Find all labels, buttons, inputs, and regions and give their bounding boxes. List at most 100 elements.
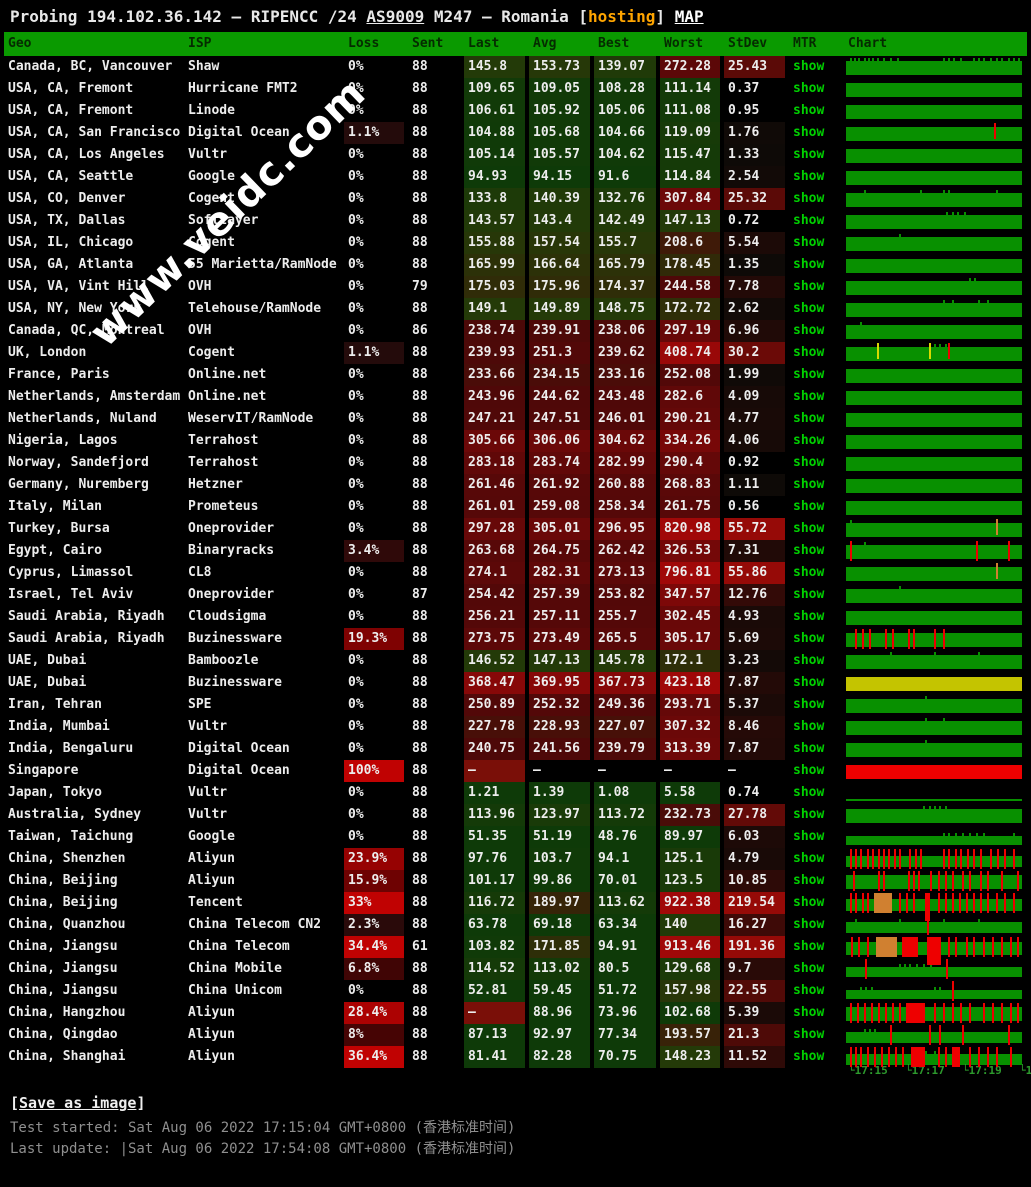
mtr-show-link[interactable]: show bbox=[793, 1027, 825, 1042]
mtr-show-link[interactable]: show bbox=[793, 499, 825, 514]
mtr-show-link[interactable]: show bbox=[793, 785, 825, 800]
mtr-show-link[interactable]: show bbox=[793, 59, 825, 74]
mtr-show-link[interactable]: show bbox=[793, 323, 825, 338]
mtr-show-link[interactable]: show bbox=[793, 741, 825, 756]
mtr-show-link[interactable]: show bbox=[793, 653, 825, 668]
mtr-show-link[interactable]: show bbox=[793, 675, 825, 690]
best-cell: 265.5 bbox=[594, 628, 656, 650]
latency-sparkline bbox=[844, 100, 1027, 122]
stdev-cell: 3.23 bbox=[724, 650, 785, 672]
mtr-show-link[interactable]: show bbox=[793, 697, 825, 712]
loss-tick bbox=[969, 1003, 972, 1023]
mtr-show-link[interactable]: show bbox=[793, 587, 825, 602]
sparkline-bar bbox=[846, 922, 1022, 933]
mtr-show-link[interactable]: show bbox=[793, 1005, 825, 1020]
mtr-show-link[interactable]: show bbox=[793, 81, 825, 96]
latency-sparkline bbox=[844, 760, 1027, 782]
mtr-show-link[interactable]: show bbox=[793, 147, 825, 162]
loss-cell: 23.9% bbox=[344, 848, 404, 870]
asn-link[interactable]: AS9009 bbox=[366, 7, 425, 26]
mtr-show-link[interactable]: show bbox=[793, 169, 825, 184]
mtr-show-link[interactable]: show bbox=[793, 125, 825, 140]
mtr-show-link[interactable]: show bbox=[793, 455, 825, 470]
stdev-cell: 219.54 bbox=[724, 892, 785, 914]
sparkline-bar bbox=[846, 809, 1022, 823]
loss-tick bbox=[962, 871, 965, 891]
isp-cell: Hurricane FMT2 bbox=[188, 81, 298, 96]
mtr-show-link[interactable]: show bbox=[793, 235, 825, 250]
table-row: USA, CA, San Francisco Digital Ocean 1.1% 8… bbox=[4, 122, 1027, 144]
mtr-show-link[interactable]: show bbox=[793, 191, 825, 206]
mtr-show-link[interactable]: show bbox=[793, 257, 825, 272]
mtr-show-link[interactable]: show bbox=[793, 961, 825, 976]
last-cell: 263.68 bbox=[464, 540, 525, 562]
mtr-show-link[interactable]: show bbox=[793, 983, 825, 998]
mtr-show-link[interactable]: show bbox=[793, 873, 825, 888]
mtr-show-link[interactable]: show bbox=[793, 895, 825, 910]
loss-cell: 0% bbox=[348, 785, 364, 800]
sent-cell: 88 bbox=[412, 873, 428, 888]
latency-spike bbox=[978, 919, 980, 922]
stdev-cell: 0.95 bbox=[728, 103, 760, 118]
mtr-show-link[interactable]: show bbox=[793, 103, 825, 118]
latency-spike bbox=[934, 1051, 936, 1054]
latency-sparkline bbox=[844, 540, 1027, 562]
sent-cell: 79 bbox=[412, 279, 428, 294]
mtr-show-link[interactable]: show bbox=[793, 565, 825, 580]
mtr-show-link[interactable]: show bbox=[793, 1049, 825, 1064]
sent-cell: 88 bbox=[412, 147, 428, 162]
mtr-show-link[interactable]: show bbox=[793, 851, 825, 866]
isp-cell: Linode bbox=[188, 103, 235, 118]
sparkline-bar bbox=[846, 743, 1022, 757]
loss-tick bbox=[854, 849, 857, 869]
mtr-show-link[interactable]: show bbox=[793, 521, 825, 536]
table-row: USA, VA, Vint Hill OVH 0% 79 175.03 175.96 174… bbox=[4, 276, 1027, 298]
mtr-show-link[interactable]: show bbox=[793, 367, 825, 382]
geo-cell: Cyprus, Limassol bbox=[8, 565, 134, 580]
latency-spike bbox=[942, 300, 945, 303]
latency-sparkline bbox=[844, 914, 1027, 936]
mtr-show-link[interactable]: show bbox=[793, 763, 825, 778]
worst-cell: 232.73 bbox=[660, 804, 720, 826]
table-row: Saudi Arabia, Riyadh Cloudsigma 0% 88 256.21… bbox=[4, 606, 1027, 628]
mtr-show-link[interactable]: show bbox=[793, 389, 825, 404]
mtr-show-link[interactable]: show bbox=[793, 543, 825, 558]
mtr-show-link[interactable]: show bbox=[793, 609, 825, 624]
map-link[interactable]: MAP bbox=[674, 7, 704, 26]
loss-tick bbox=[979, 893, 982, 913]
last-cell: – bbox=[464, 760, 525, 782]
sent-cell: 88 bbox=[412, 103, 428, 118]
avg-cell: 82.28 bbox=[529, 1046, 590, 1068]
latency-sparkline bbox=[844, 496, 1027, 518]
mtr-show-link[interactable]: show bbox=[793, 279, 825, 294]
sparkline-bar bbox=[846, 856, 1022, 867]
sparkline-bar bbox=[846, 765, 1022, 779]
mtr-show-link[interactable]: show bbox=[793, 807, 825, 822]
mtr-show-link[interactable]: show bbox=[793, 213, 825, 228]
save-as-image-link[interactable]: Save as image bbox=[19, 1094, 137, 1112]
loss-cell: 0% bbox=[348, 609, 364, 624]
mtr-show-link[interactable]: show bbox=[793, 829, 825, 844]
sparkline-bar bbox=[846, 699, 1022, 713]
worst-cell: 111.08 bbox=[660, 100, 720, 122]
mtr-show-link[interactable]: show bbox=[793, 631, 825, 646]
mtr-show-link[interactable]: show bbox=[793, 301, 825, 316]
avg-cell: 257.39 bbox=[529, 584, 590, 606]
mtr-show-link[interactable]: show bbox=[793, 345, 825, 360]
loss-tick bbox=[865, 959, 868, 979]
latency-spike bbox=[925, 696, 928, 699]
mtr-show-link[interactable]: show bbox=[793, 917, 825, 932]
mtr-show-link[interactable]: show bbox=[793, 433, 825, 448]
yellow-spike bbox=[928, 343, 931, 359]
loss-cell: 0% bbox=[348, 455, 364, 470]
loss-tick bbox=[870, 1003, 873, 1023]
mtr-show-link[interactable]: show bbox=[793, 939, 825, 954]
best-cell: 239.62 bbox=[594, 342, 656, 364]
loss-tick bbox=[930, 871, 933, 891]
mtr-show-link[interactable]: show bbox=[793, 477, 825, 492]
geo-cell: Egypt, Cairo bbox=[8, 543, 102, 558]
mtr-show-link[interactable]: show bbox=[793, 411, 825, 426]
geo-cell: China, Shanghai bbox=[8, 1049, 126, 1064]
mtr-show-link[interactable]: show bbox=[793, 719, 825, 734]
last-cell: 238.74 bbox=[464, 320, 525, 342]
